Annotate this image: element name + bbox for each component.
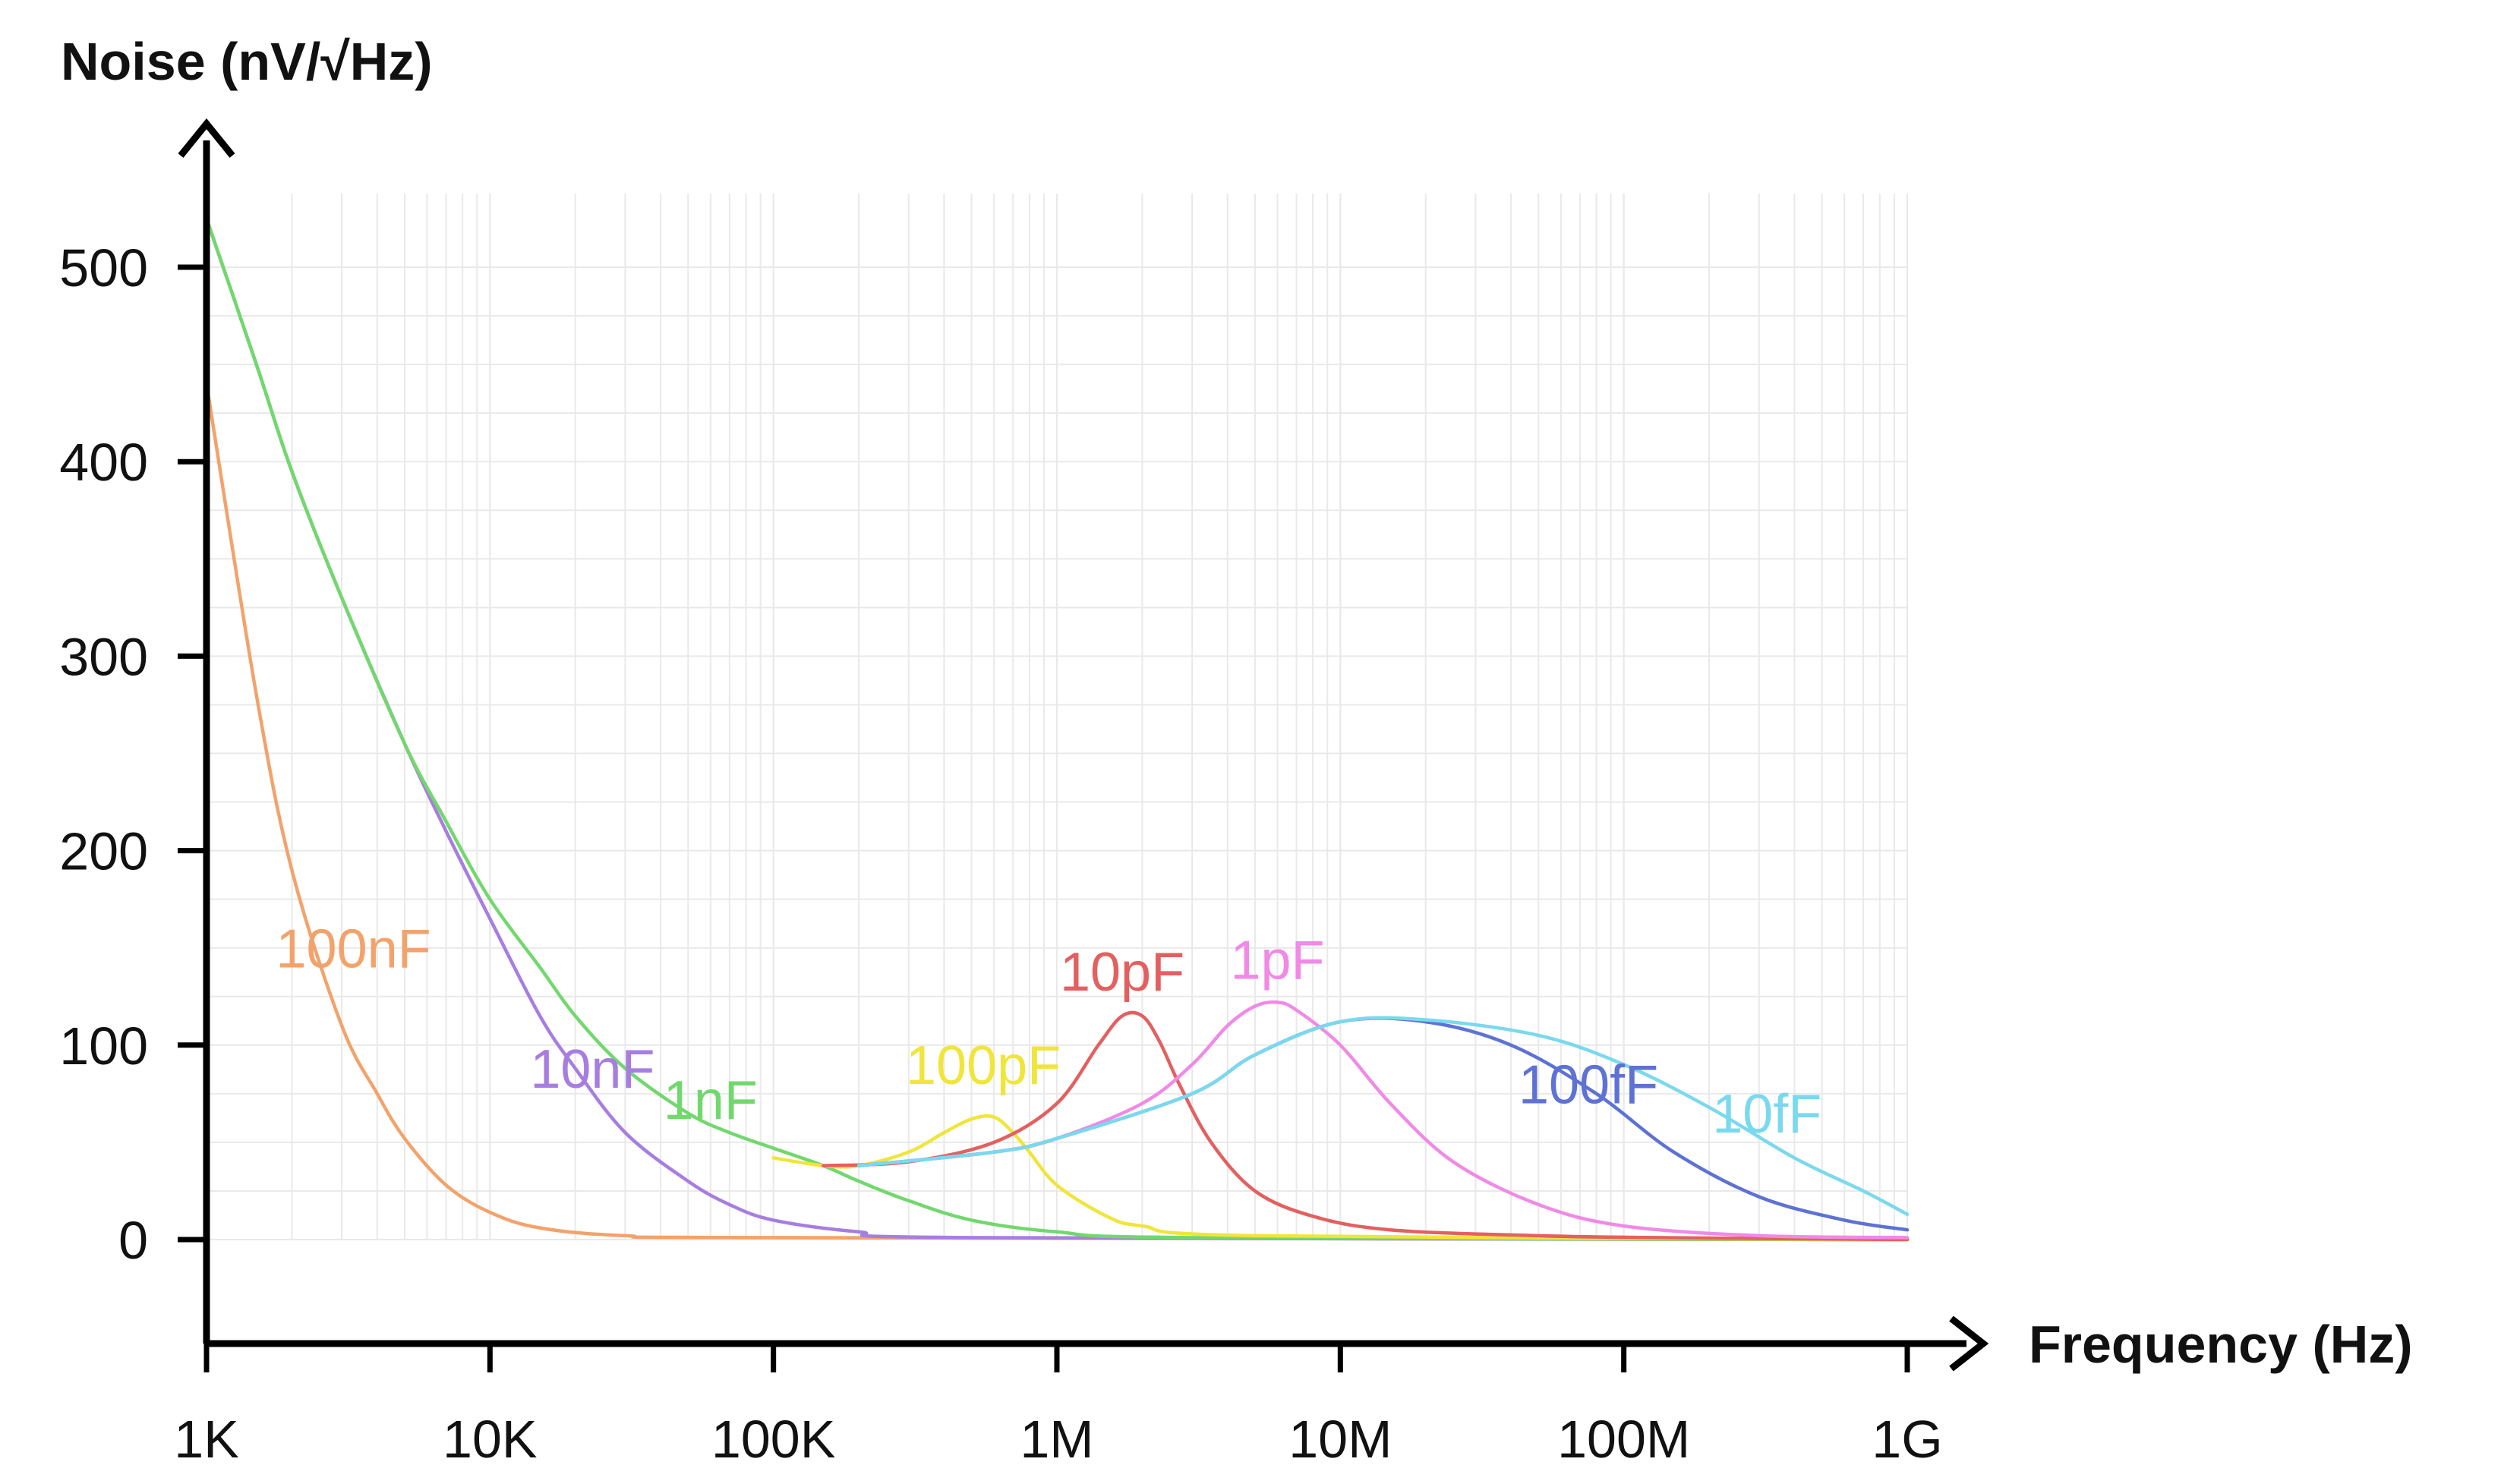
axes xyxy=(178,118,1989,1372)
y-tick-label: 0 xyxy=(118,1211,148,1270)
x-axis-title: Frequency (Hz) xyxy=(2029,1315,2413,1374)
series-label-100pF: 100pF xyxy=(906,1035,1061,1096)
series-label-1nF: 1nF xyxy=(664,1070,758,1131)
y-tick-label: 500 xyxy=(59,238,148,298)
series-line-10pF xyxy=(822,1010,1910,1242)
series-label-10fF: 10fF xyxy=(1712,1084,1821,1145)
x-tick-label: 100M xyxy=(1557,1410,1690,1469)
y-tick-label: 200 xyxy=(59,822,148,881)
x-tick-label: 1K xyxy=(174,1410,239,1469)
series-line-10fF xyxy=(856,1016,1910,1216)
x-tick-label: 1G xyxy=(1872,1410,1942,1469)
y-tick-label: 400 xyxy=(59,433,148,492)
grid xyxy=(207,194,1908,1240)
x-tick-label: 100K xyxy=(711,1410,835,1469)
series-layer xyxy=(204,216,1910,1242)
x-tick-label: 10K xyxy=(443,1410,538,1469)
series-label-10nF: 10nF xyxy=(530,1039,654,1100)
x-axis-arrow-icon xyxy=(1949,1315,1989,1372)
y-tick-label: 100 xyxy=(59,1016,148,1076)
series-label-1pF: 1pF xyxy=(1230,931,1324,991)
series-line-1nF xyxy=(204,216,1910,1242)
x-tick-label: 10M xyxy=(1288,1410,1392,1469)
y-axis-arrow-icon xyxy=(178,118,235,158)
series-label-10pF: 10pF xyxy=(1060,942,1184,1003)
series-line-100pF xyxy=(771,1114,1910,1242)
series-label-100nF: 100nF xyxy=(276,918,431,979)
y-axis-title: Noise (nV/√Hz) xyxy=(61,32,433,91)
y-tick-label: 300 xyxy=(59,627,148,686)
x-tick-label: 1M xyxy=(1020,1410,1093,1469)
series-label-100fF: 100fF xyxy=(1519,1055,1658,1116)
ticks: 1K 10K 100K 1M 10M 100M 1G 0 100 200 300 400 500 xyxy=(59,238,1942,1469)
